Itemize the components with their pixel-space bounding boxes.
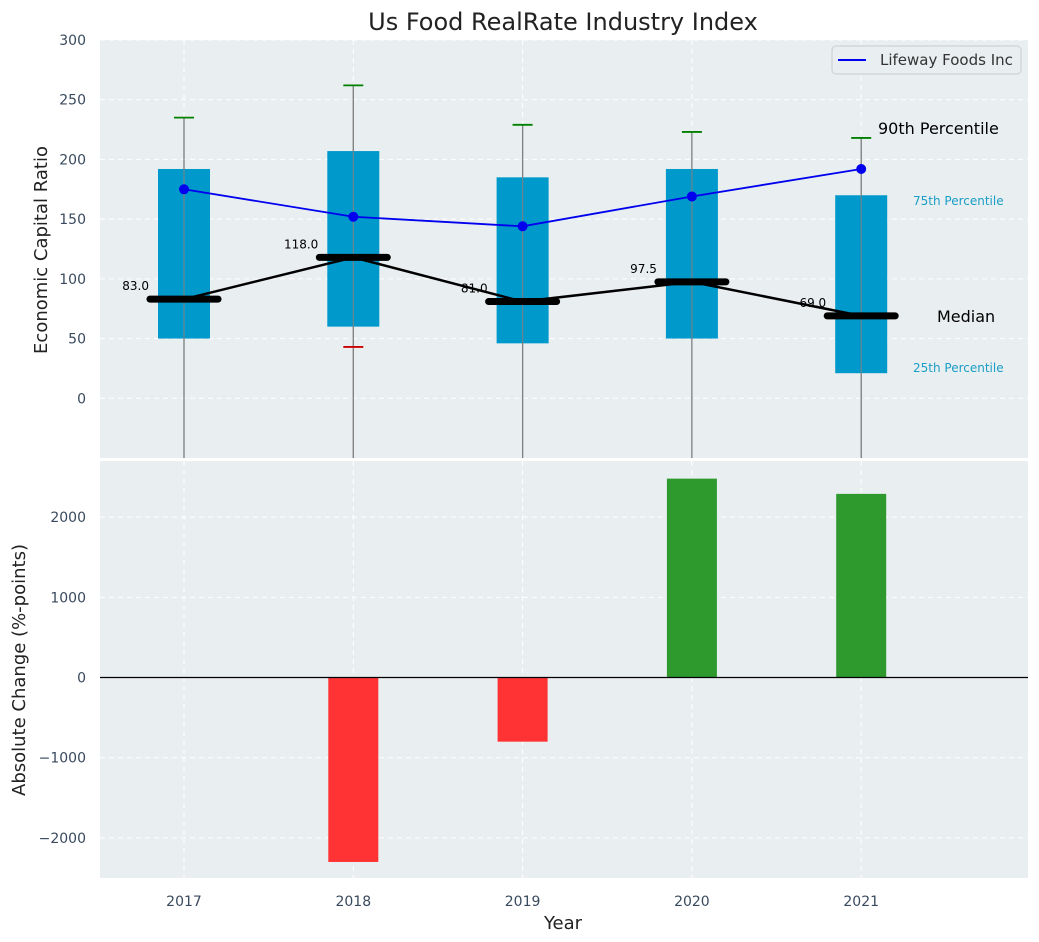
x-tick-label: 2020 <box>674 894 710 910</box>
annotation-90th-percentile: 90th Percentile <box>878 119 999 138</box>
top-y-tick-label: 300 <box>59 33 86 49</box>
box-plot-group <box>158 84 888 458</box>
median-value-label: 83.0 <box>122 279 149 293</box>
bottom-y-axis-label: Absolute Change (%-points) <box>9 544 30 796</box>
bottom-panel: −2000 −1000 0 1000 2000 Absolute Change (%-p… <box>9 461 1028 934</box>
company-series <box>179 163 867 232</box>
top-y-tick-label: 100 <box>59 272 86 288</box>
annotation-25th-percentile: 25th Percentile <box>913 361 1004 375</box>
bottom-y-tick-label: 0 <box>77 671 86 687</box>
legend-box <box>831 45 1022 75</box>
top-panel-background <box>100 40 1028 458</box>
company-point <box>179 184 189 195</box>
change-bar <box>836 493 887 678</box>
top-y-tick-label: 250 <box>59 93 86 109</box>
change-bar <box>666 478 717 678</box>
top-y-axis-label: Economic Capital Ratio <box>31 146 52 354</box>
bottom-y-tick-label: 1000 <box>50 590 86 606</box>
chart-title: Us Food RealRate Industry Index <box>368 8 758 36</box>
median-value-label: 118.0 <box>284 237 318 251</box>
bottom-y-tick-labels: −2000 −1000 0 1000 2000 <box>39 510 86 847</box>
bottom-panel-background <box>100 461 1028 878</box>
company-point <box>348 211 359 222</box>
change-bar <box>328 677 379 862</box>
change-bar <box>497 677 548 742</box>
x-tick-label: 2021 <box>843 894 879 910</box>
company-point <box>686 191 697 202</box>
annotation-median: Median <box>937 307 995 326</box>
top-y-tick-label: 200 <box>59 152 86 168</box>
top-y-tick-label: 0 <box>77 391 86 407</box>
company-point <box>517 221 528 232</box>
legend: Lifeway Foods Inc <box>831 45 1022 75</box>
annotation-75th-percentile: 75th Percentile <box>913 194 1004 208</box>
top-panel: 0 50 100 150 200 250 300 Economic Capital Rati… <box>31 33 1028 458</box>
median-value-label: 69.0 <box>799 296 826 310</box>
bottom-y-tick-label: −2000 <box>39 831 86 847</box>
bottom-y-tick-label: −1000 <box>39 751 86 767</box>
x-axis-label: Year <box>543 913 583 934</box>
legend-label: Lifeway Foods Inc <box>880 51 1013 69</box>
median-value-label: 97.5 <box>630 262 657 276</box>
median-value-label: 81.0 <box>461 282 488 296</box>
top-y-tick-labels: 0 50 100 150 200 250 300 <box>59 33 86 407</box>
company-point <box>856 163 867 174</box>
x-tick-labels: 2017 2018 2019 2020 2021 <box>166 894 879 910</box>
top-y-tick-label: 50 <box>68 332 86 348</box>
x-tick-label: 2018 <box>335 894 371 910</box>
x-tick-label: 2017 <box>166 894 202 910</box>
change-bars <box>328 478 887 862</box>
median-series: 83.0 118.0 81.0 97.5 69.0 <box>122 237 899 320</box>
x-tick-label: 2019 <box>505 894 541 910</box>
bottom-y-tick-label: 2000 <box>50 510 86 526</box>
top-y-tick-label: 150 <box>59 212 86 228</box>
